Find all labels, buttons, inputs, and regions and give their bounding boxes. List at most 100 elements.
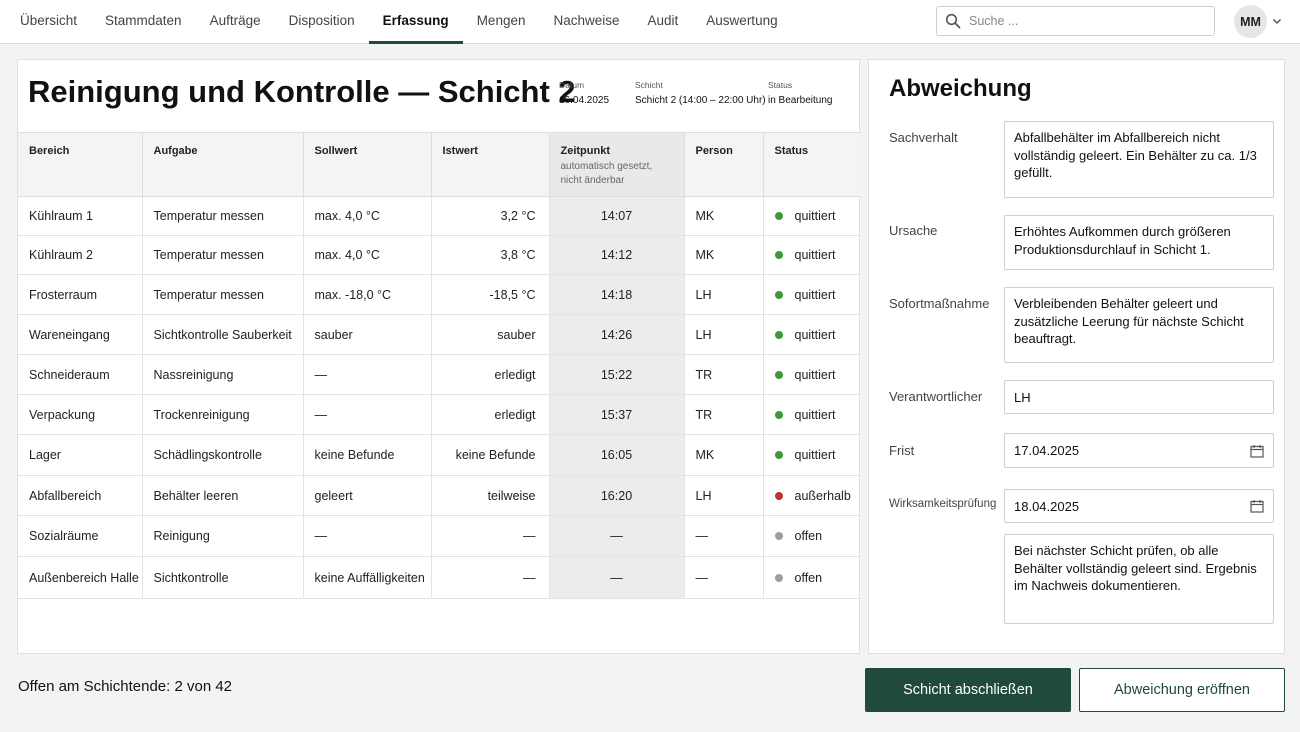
cell-actual: sauber <box>431 314 550 355</box>
status-text: quittiert <box>794 209 836 223</box>
cell-person: — <box>684 515 764 557</box>
facts-field[interactable]: Abfallbehälter im Abfallbereich nicht vo… <box>1004 121 1274 198</box>
responsible-field[interactable] <box>1004 380 1274 414</box>
cell-time: 14:07 <box>549 196 685 236</box>
effectiveness-date-input[interactable] <box>1014 498 1224 514</box>
table-header-row: Bereich Aufgabe Sollwert Istwert Zeitpun… <box>18 132 860 197</box>
tab-auftraege[interactable]: Aufträge <box>209 13 261 28</box>
cause-textarea[interactable]: Erhöhtes Aufkommen durch größeren Produk… <box>1014 223 1264 262</box>
cell-status: außerhalb <box>763 475 860 516</box>
status-text: quittiert <box>794 367 836 382</box>
cell-person: MK <box>684 434 764 476</box>
cell-status: quittiert <box>763 274 860 315</box>
cell-area: Außenbereich Halle <box>18 556 143 599</box>
status-text: quittiert <box>794 327 836 342</box>
calendar-icon[interactable] <box>1250 444 1264 458</box>
cause-field[interactable]: Erhöhtes Aufkommen durch größeren Produk… <box>1004 215 1274 270</box>
tab-disposition[interactable]: Disposition <box>288 13 355 28</box>
cell-task: Schädlingskontrolle <box>142 434 304 476</box>
cell-target: — <box>303 515 432 557</box>
responsible-input[interactable] <box>1014 389 1224 405</box>
col-header-area[interactable]: Bereich <box>18 132 143 197</box>
open-deviation-button[interactable]: Abweichung eröffnen <box>1079 668 1285 712</box>
cell-area: Lager <box>18 434 143 476</box>
search-icon <box>945 13 961 29</box>
deadline-input[interactable] <box>1014 443 1224 458</box>
meta-status: Status in Bearbeitung <box>768 80 833 106</box>
status-dot-icon <box>774 573 783 582</box>
calendar-icon[interactable] <box>1250 499 1264 513</box>
avatar[interactable]: MM <box>1234 5 1267 38</box>
status-text: quittiert <box>794 448 836 462</box>
meta-shift: Schicht Schicht 2 (14:00 – 22:00 Uhr) <box>635 80 766 106</box>
cell-person: MK <box>684 235 764 275</box>
table-row[interactable]: Schneideraum Nassreinigung — erledigt 15:22 T… <box>18 354 860 395</box>
search-box <box>936 6 1215 36</box>
cell-task: Behälter leeren <box>142 475 304 516</box>
cell-area: Kühlraum 1 <box>18 196 143 236</box>
close-shift-button[interactable]: Schicht abschließen <box>865 668 1071 712</box>
col-header-target[interactable]: Sollwert <box>303 132 432 197</box>
table-row[interactable]: Sozialräume Reinigung — — — — offen <box>18 515 860 557</box>
meta-status-label: Status <box>768 80 793 90</box>
cell-actual: erledigt <box>431 394 550 435</box>
tab-erfassung[interactable]: Erfassung <box>368 0 463 44</box>
cell-area: Sozialräume <box>18 515 143 557</box>
chevron-down-icon[interactable] <box>1271 15 1283 27</box>
facts-textarea[interactable]: Abfallbehälter im Abfallbereich nicht vo… <box>1014 129 1264 190</box>
action-textarea[interactable]: Verbleibenden Behälter geleert und zusät… <box>1014 295 1264 355</box>
deadline-field[interactable] <box>1004 433 1274 468</box>
col-header-person[interactable]: Person <box>684 132 764 197</box>
cell-time: 16:05 <box>549 434 685 476</box>
col-header-task[interactable]: Aufgabe <box>142 132 304 197</box>
table-row[interactable]: Lager Schädlingskontrolle keine Befunde kei… <box>18 434 860 476</box>
effectiveness-date-field[interactable] <box>1004 489 1274 523</box>
status-text: quittiert <box>794 287 836 302</box>
tab-audit[interactable]: Audit <box>647 13 679 28</box>
cell-time: 14:26 <box>549 314 685 355</box>
table-row[interactable]: Wareneingang Sichtkontrolle Sauberkeit sau… <box>18 314 860 355</box>
cell-time: 14:12 <box>549 235 685 275</box>
tab-auswertung[interactable]: Auswertung <box>706 13 778 28</box>
action-label: Sofortmaßnahme <box>889 296 990 311</box>
status-text: offen <box>794 570 823 585</box>
cell-status: quittiert <box>763 354 860 395</box>
action-field[interactable]: Verbleibenden Behälter geleert und zusät… <box>1004 287 1274 363</box>
cell-actual: keine Befunde <box>431 434 550 476</box>
col-header-time-label: Zeitpunkt <box>560 145 611 157</box>
cell-area: Frosterraum <box>18 274 143 315</box>
table-row[interactable]: Abfallbereich Behälter leeren geleert teilw… <box>18 475 860 516</box>
status-dot-icon <box>774 370 783 379</box>
cell-area: Schneideraum <box>18 354 143 395</box>
cell-task: Nassreinigung <box>142 354 304 395</box>
shift-record-card: Reinigung und Kontrolle — Schicht 2 Datu… <box>17 59 860 654</box>
cell-time: — <box>549 515 685 557</box>
table-row[interactable]: Außenbereich Halle Sichtkontrolle keine Au… <box>18 556 860 599</box>
tab-nachweise[interactable]: Nachweise <box>553 13 620 28</box>
table-row[interactable]: Kühlraum 2 Temperatur messen max. 4,0 °C 3,… <box>18 235 860 275</box>
cell-status: quittiert <box>763 434 860 476</box>
cell-time: 16:20 <box>549 475 685 516</box>
cell-actual: — <box>431 556 550 599</box>
task-table-body: Kühlraum 1 Temperatur messen max. 4,0 °C 3,… <box>18 196 860 599</box>
table-row[interactable]: Verpackung Trockenreinigung — erledigt 15:37… <box>18 394 860 435</box>
tab-stammdaten[interactable]: Stammdaten <box>105 13 182 28</box>
table-row[interactable]: Kühlraum 1 Temperatur messen max. 4,0 °C 3,… <box>18 196 860 236</box>
tab-mengen[interactable]: Mengen <box>476 13 526 28</box>
effectiveness-note-textarea[interactable]: Bei nächster Schicht prüfen, ob alle Beh… <box>1014 542 1264 616</box>
status-text: quittiert <box>794 407 836 422</box>
search-input[interactable] <box>969 14 1199 28</box>
cell-target: max. -18,0 °C <box>303 274 432 315</box>
tab-uebersicht[interactable]: Übersicht <box>20 13 78 28</box>
meta-date-value: 16.04.2025 <box>559 95 610 106</box>
col-header-status[interactable]: Status <box>763 132 860 197</box>
col-header-actual[interactable]: Istwert <box>431 132 550 197</box>
page-title: Reinigung und Kontrolle — Schicht 2 <box>28 74 576 109</box>
status-text: offen <box>794 529 823 543</box>
cell-actual: 3,2 °C <box>431 196 550 236</box>
cell-actual: -18,5 °C <box>431 274 550 315</box>
effectiveness-note-field[interactable]: Bei nächster Schicht prüfen, ob alle Beh… <box>1004 534 1274 624</box>
top-navigation: Übersicht Stammdaten Aufträge Dispositio… <box>0 0 1300 44</box>
table-row[interactable]: Frosterraum Temperatur messen max. -18,0 °… <box>18 274 860 315</box>
col-header-time[interactable]: Zeitpunkt automatisch gesetzt, nicht änd… <box>549 132 685 197</box>
